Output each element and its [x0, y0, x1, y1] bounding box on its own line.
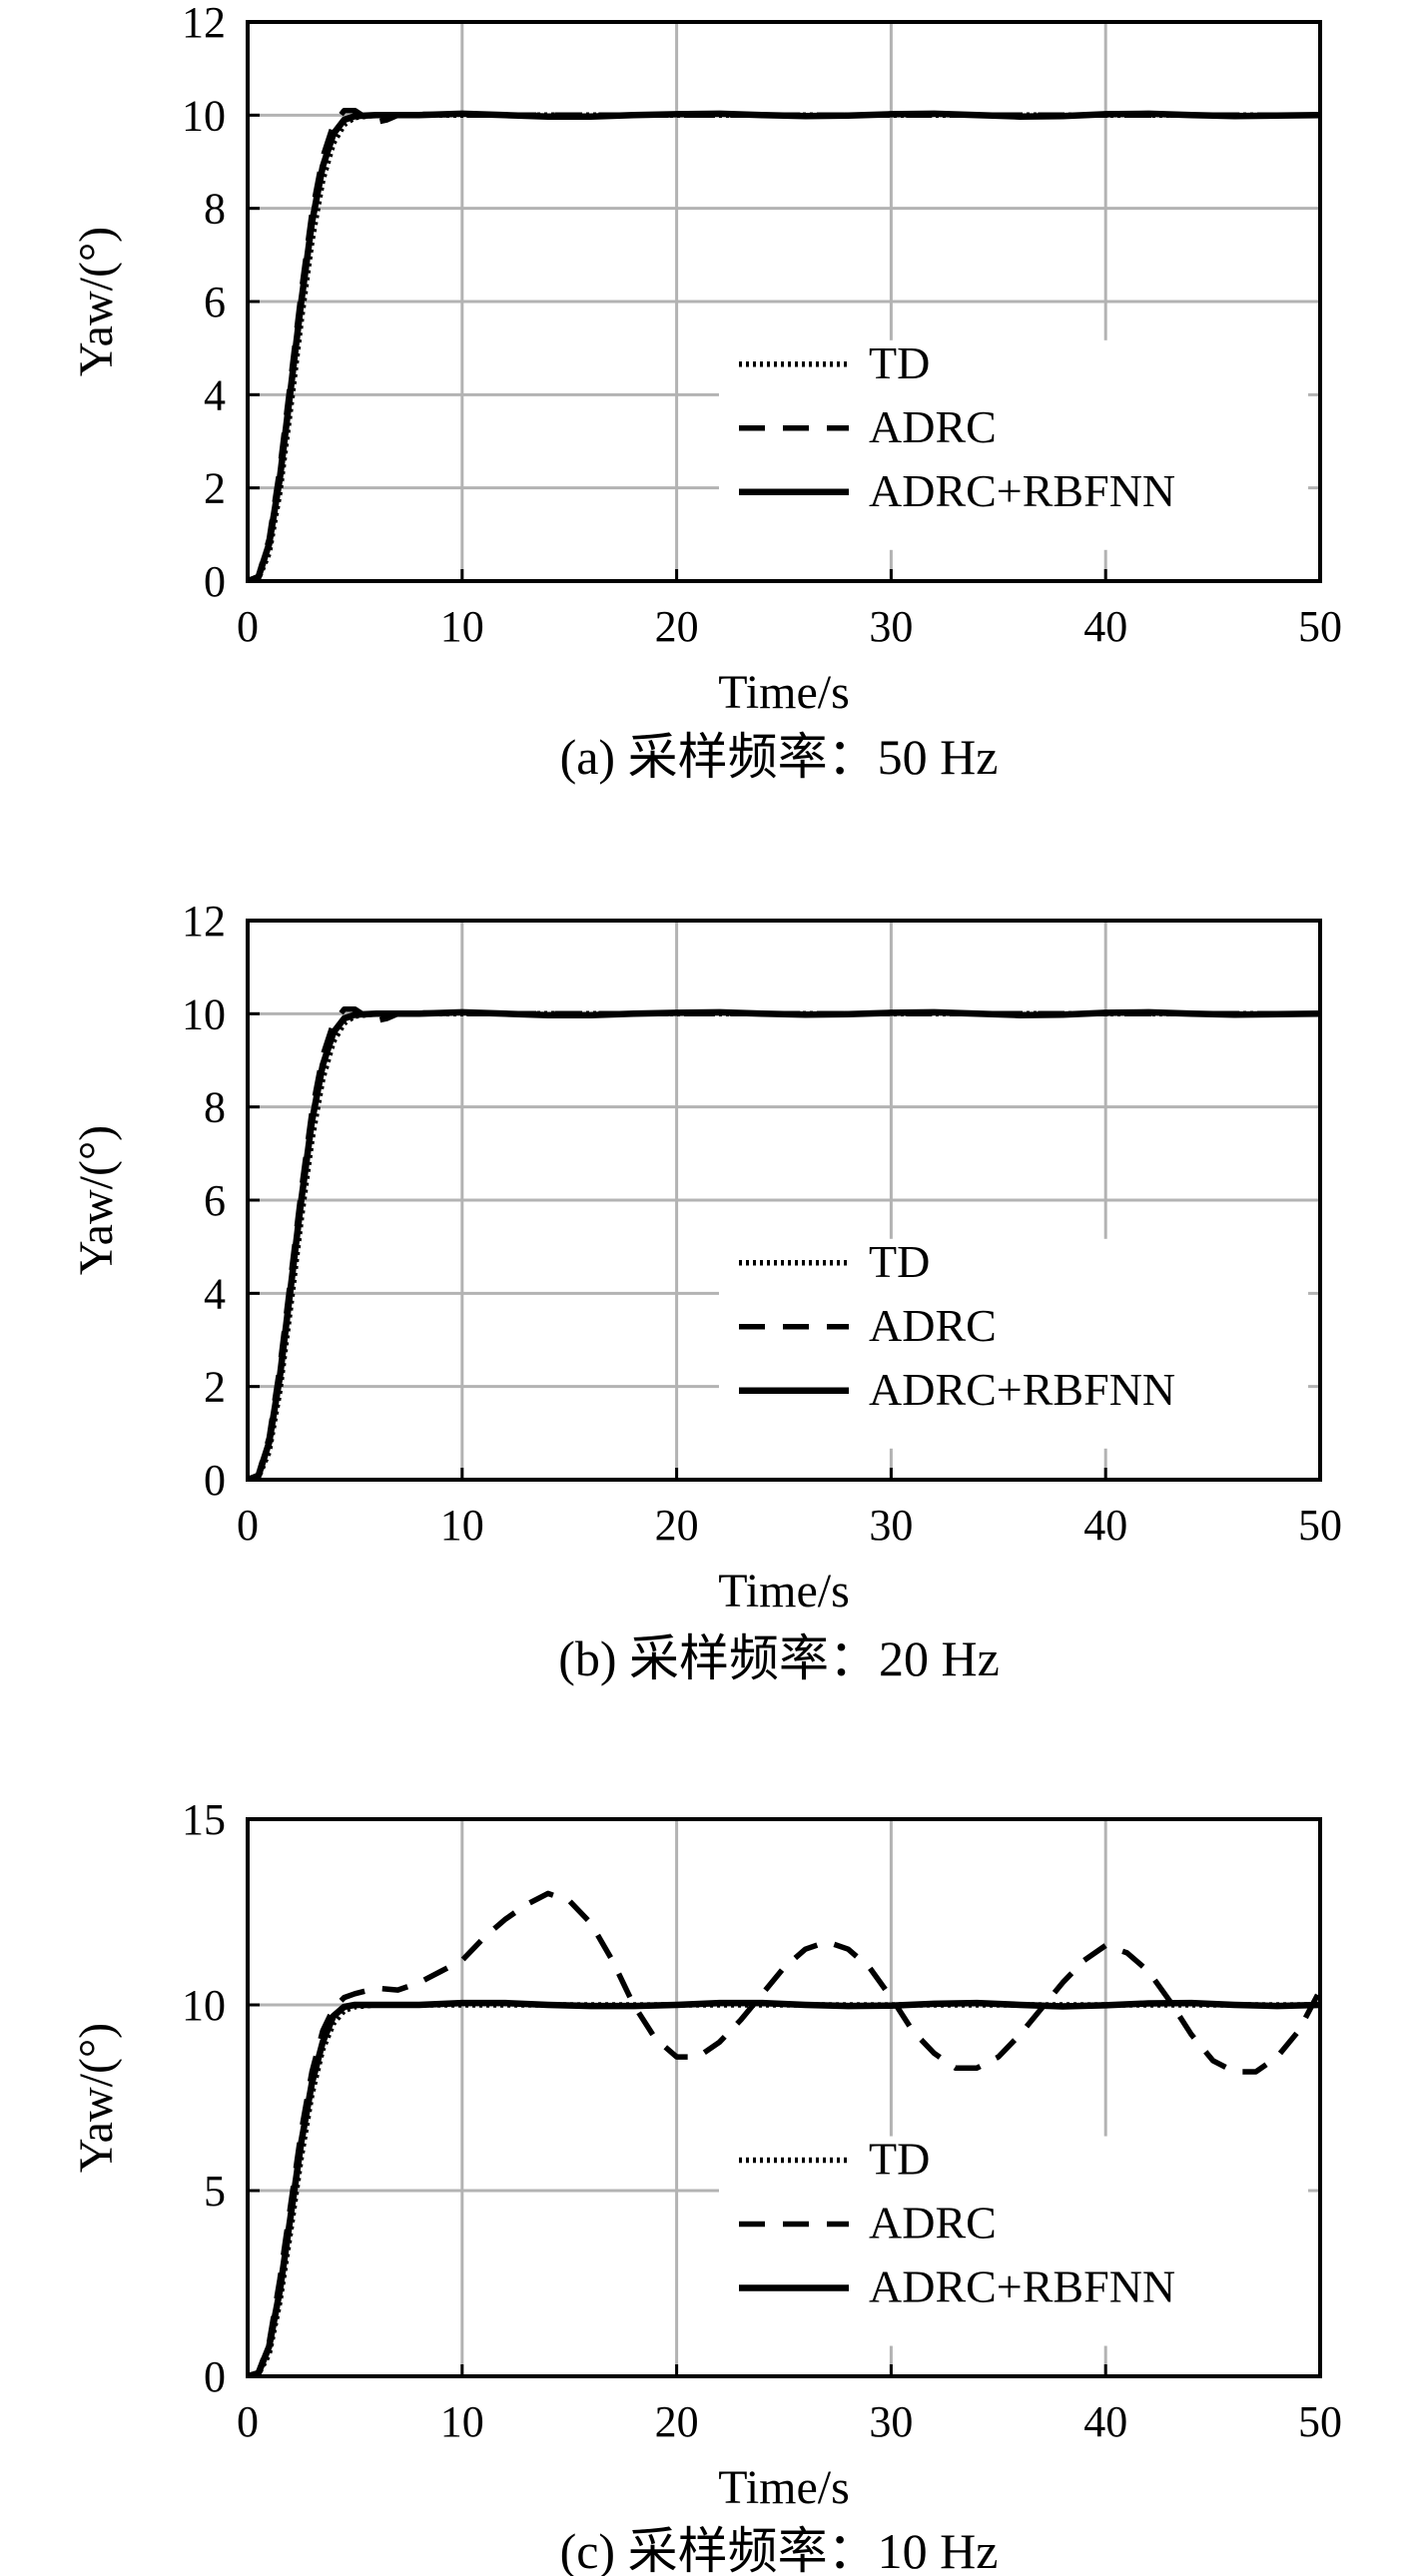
y-tick-label: 8 — [204, 1083, 226, 1132]
x-tick-label: 10 — [440, 2397, 484, 2446]
y-tick-label: 12 — [182, 897, 226, 946]
legend-label-td: TD — [869, 2134, 930, 2185]
series-line-adrc_rbfnn — [248, 1008, 1320, 1480]
axes-frame — [246, 919, 1322, 1482]
series-line-adrc — [248, 1890, 1320, 2376]
chart-panel-1: 0 10 20 30 40 50 0 2 4 6 8 10 12 TD ADRC ADRC+RBFNN Time… — [70, 0, 1342, 785]
panel-caption: (c) 采样频率：10 Hz — [560, 2523, 999, 2576]
y-tick-label: 6 — [204, 1176, 226, 1225]
x-tick-label: 0 — [237, 602, 259, 651]
y-tick-label: 0 — [204, 557, 226, 606]
x-tick-label: 50 — [1298, 1501, 1342, 1550]
x-tick-label: 20 — [655, 1501, 699, 1550]
y-tick-label: 0 — [204, 2352, 226, 2401]
x-axis-label: Time/s — [718, 2461, 850, 2514]
y-axis-label: Yaw/(°) — [70, 1125, 123, 1275]
y-axis-label: Yaw/(°) — [70, 227, 123, 376]
y-tick-label: 4 — [204, 370, 226, 419]
y-tick-label: 10 — [182, 1981, 226, 2030]
legend-label-td: TD — [869, 337, 930, 388]
legend-label-adrc_rbfnn: ADRC+RBFNN — [869, 465, 1175, 516]
panel-caption: (b) 采样频率：20 Hz — [558, 1630, 1000, 1686]
axes-frame — [246, 1817, 1322, 2378]
legend-background — [719, 2136, 1308, 2346]
legend-background — [719, 339, 1308, 550]
x-tick-label: 0 — [237, 2397, 259, 2446]
x-tick-label: 50 — [1298, 2397, 1342, 2446]
x-tick-label: 50 — [1298, 602, 1342, 651]
x-tick-label: 20 — [655, 2397, 699, 2446]
y-tick-label: 4 — [204, 1269, 226, 1318]
x-axis-label: Time/s — [718, 1565, 850, 1617]
x-tick-label: 30 — [869, 1501, 913, 1550]
legend-label-adrc_rbfnn: ADRC+RBFNN — [869, 2261, 1175, 2312]
y-tick-label: 10 — [182, 91, 226, 140]
chart-panel-3: 0 10 20 30 40 50 0 5 10 15 TD ADRC ADRC+RBFNN Time/s Y… — [70, 1795, 1342, 2576]
y-tick-label: 6 — [204, 278, 226, 326]
y-tick-label: 2 — [204, 1363, 226, 1412]
legend-background — [719, 1238, 1308, 1449]
x-tick-label: 40 — [1083, 1501, 1127, 1550]
series-line-adrc_rbfnn — [248, 1999, 1320, 2376]
y-tick-label: 0 — [204, 1456, 226, 1505]
y-axis-label: Yaw/(°) — [70, 2023, 123, 2173]
x-tick-label: 0 — [237, 1501, 259, 1550]
y-tick-label: 5 — [204, 2167, 226, 2216]
legend-label-td: TD — [869, 1236, 930, 1287]
y-tick-label: 12 — [182, 0, 226, 47]
legend-label-adrc: ADRC — [869, 1300, 997, 1351]
x-tick-label: 10 — [440, 1501, 484, 1550]
axes-frame — [246, 20, 1322, 583]
legend-label-adrc: ADRC — [869, 2198, 997, 2249]
x-tick-label: 40 — [1083, 2397, 1127, 2446]
x-axis-label: Time/s — [718, 666, 850, 719]
x-tick-label: 10 — [440, 602, 484, 651]
x-tick-label: 20 — [655, 602, 699, 651]
x-tick-label: 40 — [1083, 602, 1127, 651]
y-tick-label: 2 — [204, 464, 226, 513]
x-tick-label: 30 — [869, 602, 913, 651]
y-tick-label: 15 — [182, 1795, 226, 1844]
y-tick-label: 10 — [182, 989, 226, 1038]
panel-caption: (a) 采样频率：50 Hz — [560, 729, 999, 785]
x-tick-label: 30 — [869, 2397, 913, 2446]
legend-label-adrc: ADRC — [869, 401, 997, 452]
chart-panel-2: 0 10 20 30 40 50 0 2 4 6 8 10 12 TD ADRC ADRC+RBFNN Time… — [70, 897, 1342, 1686]
y-tick-label: 8 — [204, 185, 226, 234]
legend-label-adrc_rbfnn: ADRC+RBFNN — [869, 1364, 1175, 1415]
series-line-adrc_rbfnn — [248, 110, 1320, 581]
